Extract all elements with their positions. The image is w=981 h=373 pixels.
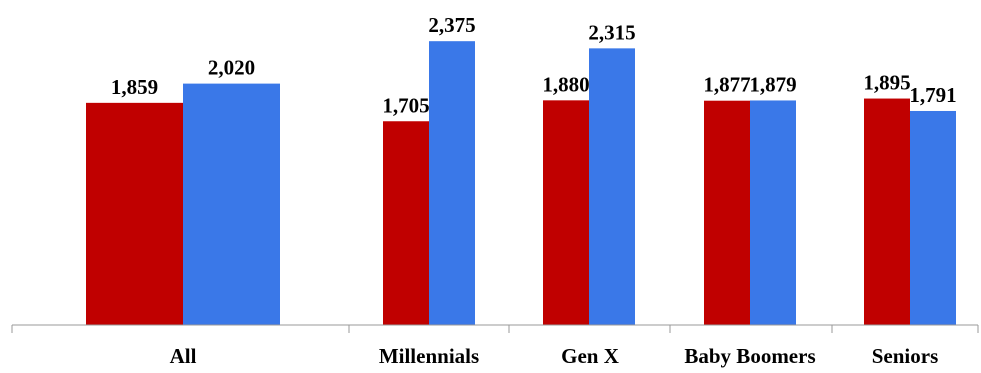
- value-label: 1,877: [703, 73, 750, 97]
- category-label: Millennials: [379, 344, 479, 368]
- bar: [750, 100, 796, 325]
- bar: [429, 41, 475, 325]
- bar: [589, 48, 635, 326]
- bar: [910, 110, 956, 326]
- category-label: All: [170, 344, 197, 368]
- value-labels-layer: 1,859 2,020 1,705 2,375 1,880 2,315 1,8771,879…: [111, 13, 957, 117]
- value-label: 1,880: [542, 72, 589, 96]
- bar: [543, 100, 589, 325]
- bar: [86, 102, 183, 325]
- value-label: 2,020: [208, 56, 255, 80]
- bar: [864, 98, 910, 325]
- value-label: 1,791: [909, 83, 956, 107]
- value-label: 1,895: [863, 71, 910, 95]
- bar: [383, 121, 429, 325]
- category-label: Gen X: [561, 344, 619, 368]
- category-labels-layer: All Millennials Gen X Baby Boomers Senio…: [170, 344, 939, 368]
- bar: [704, 100, 750, 325]
- value-label: 1,879: [749, 72, 796, 96]
- category-label: Seniors: [872, 344, 939, 368]
- value-label: 2,315: [588, 20, 635, 44]
- bars-layer: [86, 41, 956, 326]
- x-axis: [11, 324, 979, 333]
- value-label: 1,859: [111, 75, 158, 99]
- value-label: 2,375: [428, 13, 475, 37]
- bar: [183, 83, 280, 325]
- value-label: 1,705: [382, 93, 429, 117]
- category-label: Baby Boomers: [684, 344, 815, 368]
